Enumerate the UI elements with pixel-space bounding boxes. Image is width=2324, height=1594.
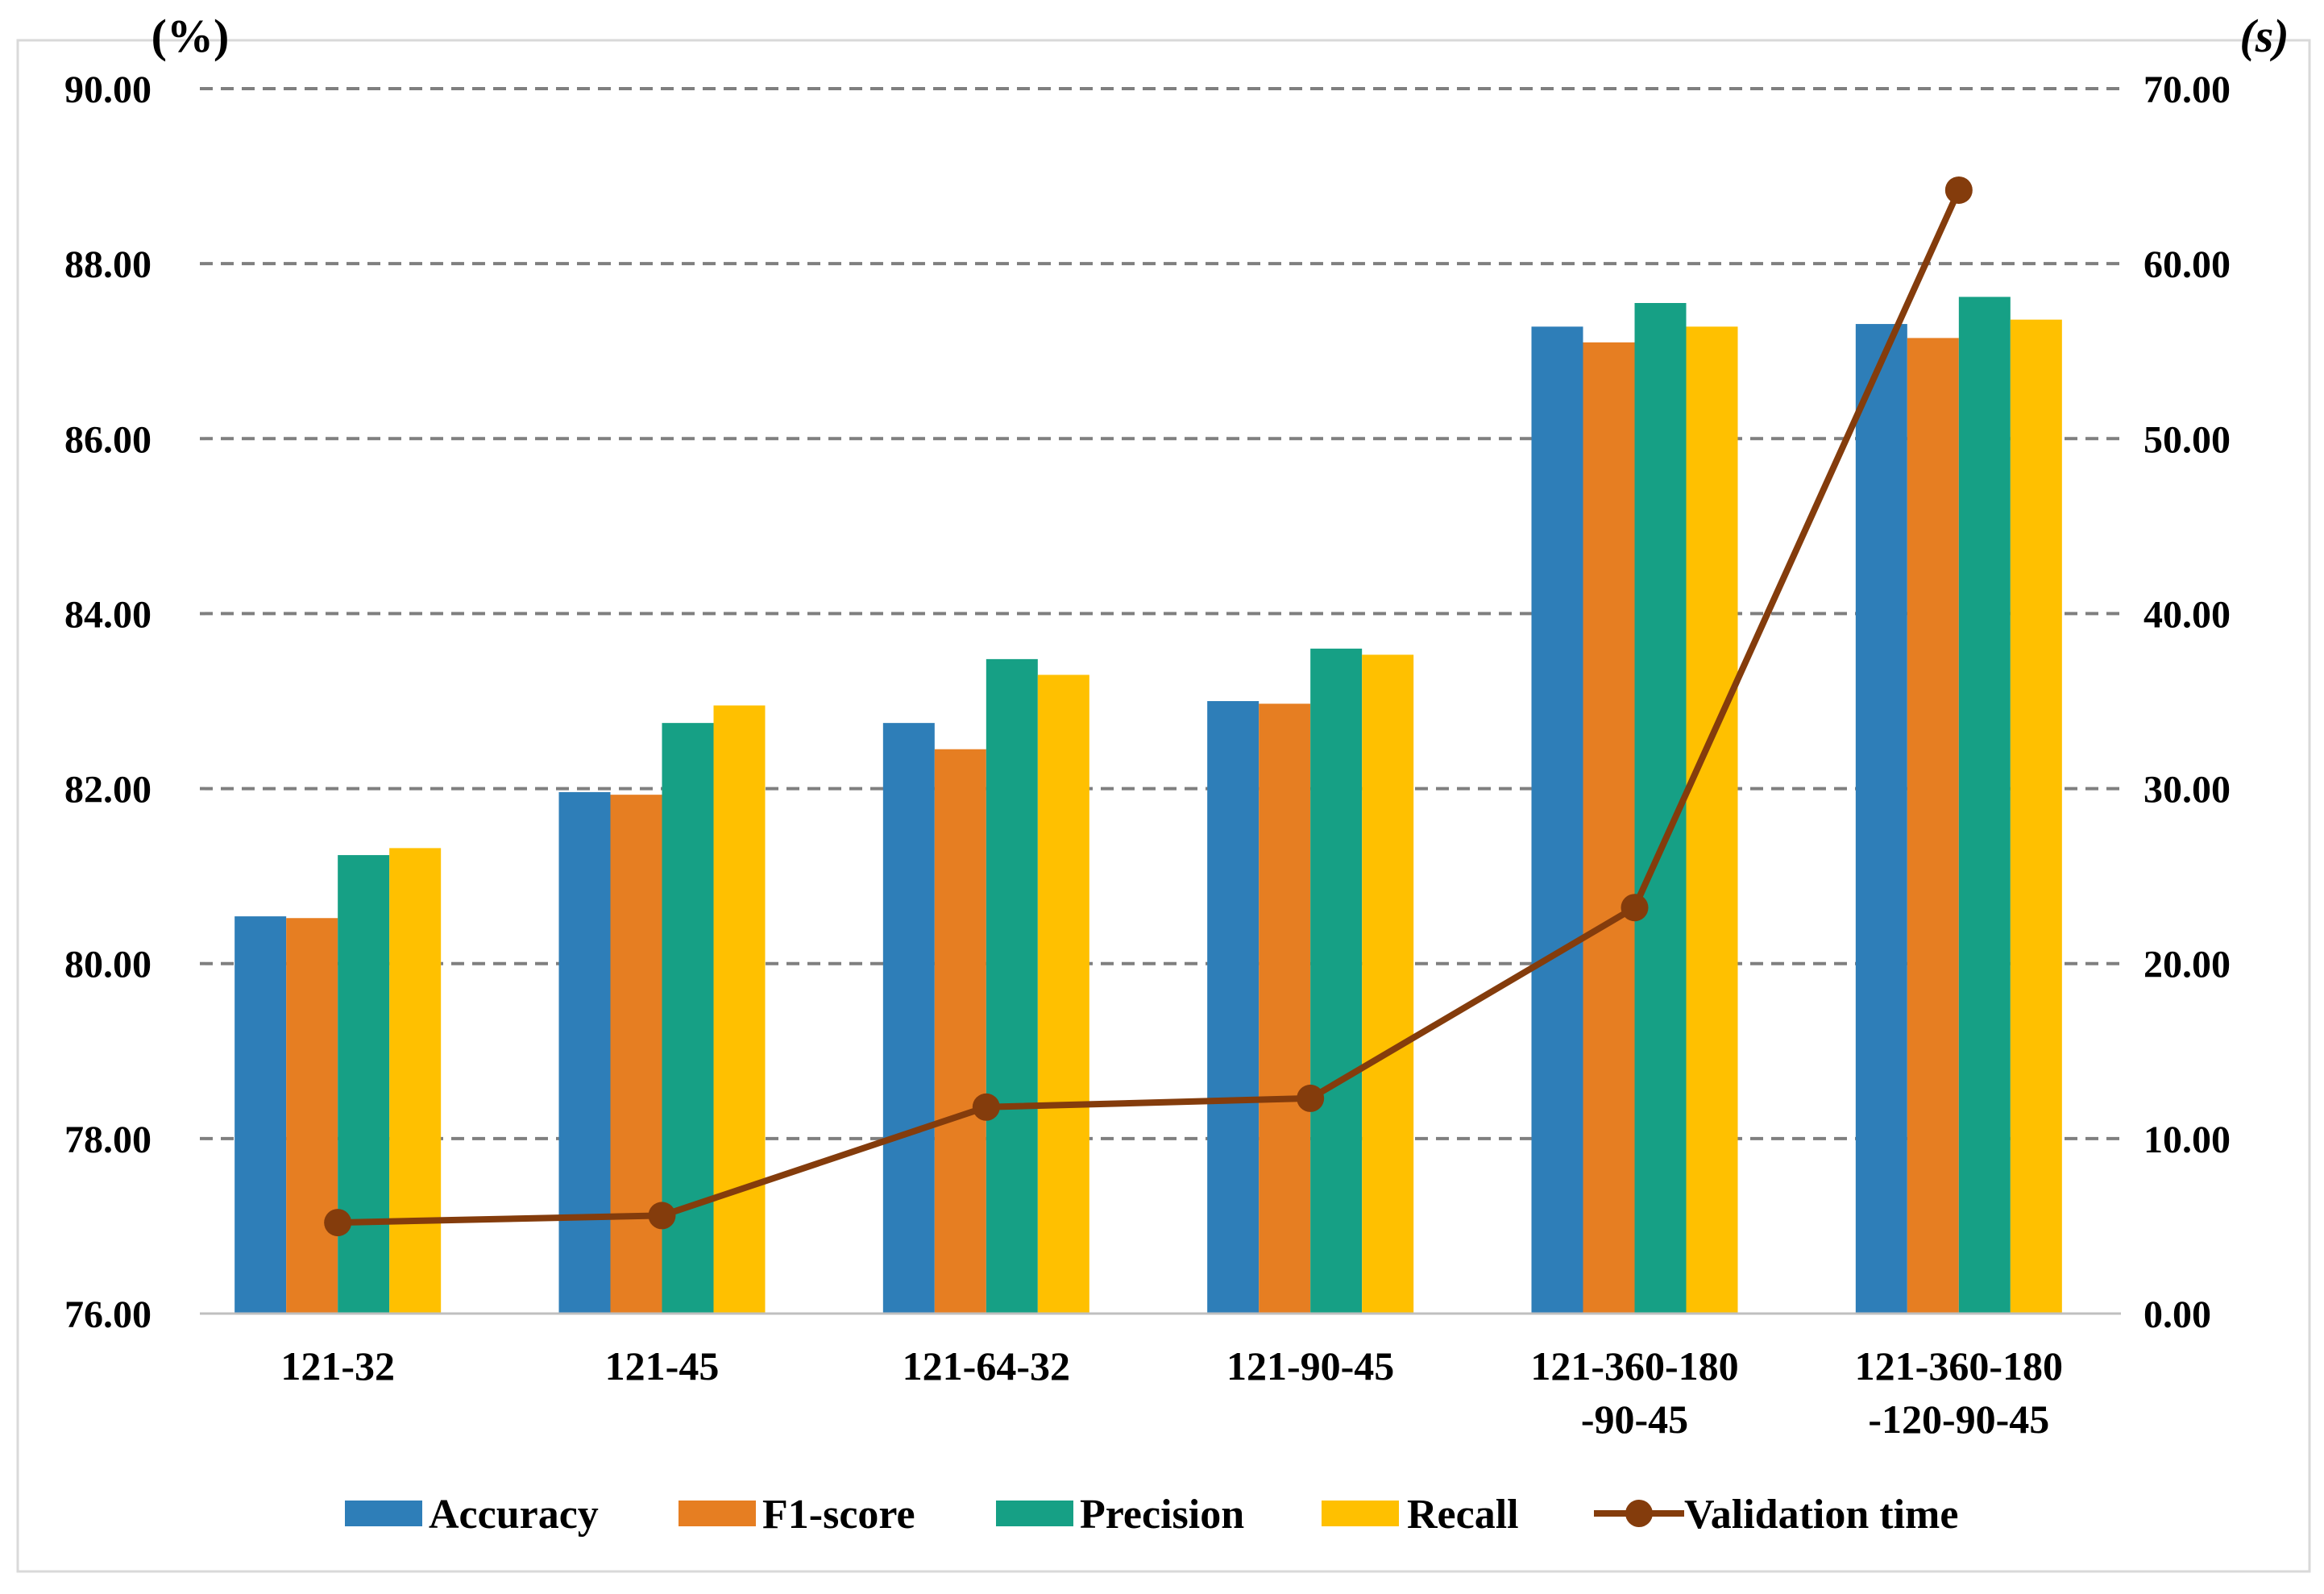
validation-time-point xyxy=(324,1209,352,1237)
x-category-label: -90-45 xyxy=(1581,1397,1688,1442)
y-left-tick-label: 84.00 xyxy=(64,593,151,636)
legend-marker-validation-time xyxy=(1625,1500,1653,1527)
x-category-label: 121-64-32 xyxy=(903,1343,1070,1389)
legend-label: F1-score xyxy=(762,1492,915,1538)
y-left-tick-label: 86.00 xyxy=(64,418,151,461)
bar-accuracy xyxy=(1855,324,1907,1314)
bar-accuracy xyxy=(1531,326,1583,1314)
legend-swatch-accuracy xyxy=(345,1501,422,1526)
bar-recall xyxy=(713,705,766,1314)
legend-swatch-f1-score xyxy=(679,1501,756,1526)
legend-swatch-recall xyxy=(1322,1501,1399,1526)
y-right-tick-label: 20.00 xyxy=(2143,944,2231,986)
y-right-tick-label: 70.00 xyxy=(2143,68,2231,111)
x-category-label: 121-45 xyxy=(605,1343,720,1389)
bar-f1-score xyxy=(1583,342,1635,1314)
legend-label: Precision xyxy=(1080,1492,1244,1538)
y-left-axis-label: (%) xyxy=(151,10,230,62)
bar-f1-score xyxy=(610,795,662,1314)
axes: 76.00 78.00 80.00 82.00 84.00 86.00 88.00 90.00… xyxy=(64,10,2289,1442)
bar-f1-score xyxy=(1259,704,1311,1314)
y-right-tick-label: 40.00 xyxy=(2143,593,2231,636)
bar-recall xyxy=(389,848,442,1314)
line-series xyxy=(324,176,1973,1237)
validation-time-point xyxy=(1944,176,1973,204)
legend-label: Validation time xyxy=(1684,1492,1958,1538)
validation-time-point xyxy=(1297,1084,1325,1112)
bar-precision xyxy=(1958,297,2011,1314)
bars xyxy=(234,297,2062,1314)
bar-precision xyxy=(338,855,390,1314)
y-left-tick-label: 82.00 xyxy=(64,769,151,812)
y-right-tick-label: 60.00 xyxy=(2143,243,2231,286)
x-category-label: -120-90-45 xyxy=(1868,1397,2049,1442)
y-right-tick-label: 50.00 xyxy=(2143,418,2231,461)
legend-label: Accuracy xyxy=(429,1492,599,1538)
validation-time-line xyxy=(338,189,1962,1227)
y-left-tick-label: 90.00 xyxy=(64,68,151,111)
bar-recall xyxy=(2010,319,2062,1314)
y-left-tick-label: 88.00 xyxy=(64,243,151,286)
legend-swatch-precision xyxy=(996,1501,1073,1526)
bar-accuracy xyxy=(234,916,287,1314)
x-category-label: 121-90-45 xyxy=(1226,1343,1394,1389)
y-right-tick-label: 0.00 xyxy=(2143,1293,2211,1336)
bar-accuracy xyxy=(558,791,611,1314)
y-left-tick-label: 78.00 xyxy=(64,1119,151,1161)
bar-precision xyxy=(1310,648,1363,1314)
bar-accuracy xyxy=(882,723,935,1314)
validation-time-point xyxy=(648,1202,676,1230)
x-category-label: 121-32 xyxy=(280,1343,395,1389)
legend: Accuracy F1-score Precision Recall Validatio… xyxy=(345,1492,1958,1538)
bar-f1-score xyxy=(286,918,338,1314)
y-right-axis-label: (s) xyxy=(2239,10,2289,62)
x-category-label: 121-360-180 xyxy=(1855,1343,2063,1389)
y-left-tick-label: 76.00 xyxy=(64,1293,151,1336)
bar-recall xyxy=(1037,675,1089,1314)
validation-time-point xyxy=(1621,894,1649,922)
legend-label: Recall xyxy=(1407,1492,1519,1538)
y-left-tick-label: 80.00 xyxy=(64,944,151,986)
bar-recall xyxy=(1686,326,1738,1314)
bar-precision xyxy=(986,658,1038,1314)
x-category-label: 121-360-180 xyxy=(1530,1343,1738,1389)
validation-time-point xyxy=(972,1093,1000,1121)
bar-f1-score xyxy=(934,749,986,1314)
bar-f1-score xyxy=(1907,338,1959,1314)
y-right-tick-label: 30.00 xyxy=(2143,769,2231,812)
bar-recall xyxy=(1362,654,1414,1314)
bar-accuracy xyxy=(1207,701,1260,1314)
y-right-tick-label: 10.00 xyxy=(2143,1119,2231,1161)
gridlines xyxy=(200,87,2121,1140)
